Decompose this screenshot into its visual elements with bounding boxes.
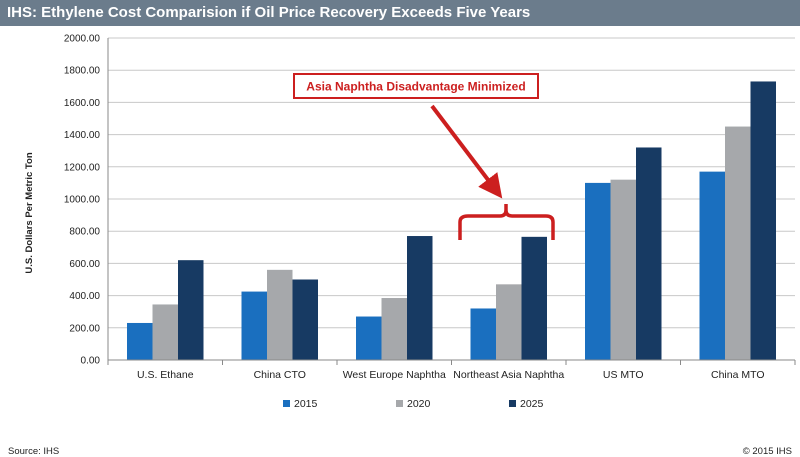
- y-tick-label: 1400.00: [64, 130, 101, 141]
- bar-2015: [127, 322, 153, 360]
- chart-area: 0.00 200.00 400.00 600.00 800.00 1000.00 1200.…: [0, 26, 800, 457]
- x-tick-label: Northeast Asia Naphtha: [453, 369, 564, 381]
- bar-2020: [496, 284, 522, 360]
- bar-2015: [470, 308, 496, 360]
- legend-label-2020: 2020: [407, 398, 431, 410]
- bar-2015: [585, 182, 611, 360]
- y-axis-label: U.S. Dollars Per Metric Ton: [24, 152, 35, 273]
- copyright-note: © 2015 IHS: [742, 446, 792, 457]
- x-tick-label: West Europe Naphtha: [343, 369, 446, 381]
- y-tick-label: 1800.00: [64, 66, 101, 77]
- x-tick-label: U.S. Ethane: [137, 369, 194, 381]
- annotation-arrow: [430, 104, 503, 199]
- axes: 0.00 200.00 400.00 600.00 800.00 1000.00 1200.…: [64, 34, 796, 381]
- y-tick-label: 1200.00: [64, 162, 101, 173]
- y-tick-label: 2000.00: [64, 34, 101, 45]
- chart-title: IHS: Ethylene Cost Comparision if Oil Pr…: [0, 0, 800, 26]
- source-note: Source: IHS: [8, 446, 60, 457]
- bar-2025: [521, 236, 547, 360]
- bar-2025: [407, 236, 433, 360]
- annotation-text: Asia Naphtha Disadvantage Minimized: [306, 80, 525, 94]
- grid-lines: [108, 37, 795, 329]
- bar-2025: [292, 279, 318, 360]
- x-tick-label: China CTO: [254, 369, 306, 381]
- y-tick-label: 0.00: [81, 356, 101, 367]
- legend-label-2025: 2025: [520, 398, 544, 410]
- y-tick-label: 600.00: [69, 259, 100, 270]
- annotation-box: [293, 73, 539, 99]
- y-tick-label: 400.00: [69, 291, 100, 302]
- bar-2025: [750, 81, 776, 360]
- bar-2020: [725, 126, 751, 360]
- y-tick-label: 800.00: [69, 227, 100, 238]
- bar-2025: [636, 147, 662, 360]
- legend-swatch-2025: [509, 400, 516, 407]
- bar-2015: [241, 291, 267, 360]
- bar-2020: [381, 298, 407, 360]
- legend-label-2015: 2015: [294, 398, 318, 410]
- bar-2025: [178, 260, 204, 360]
- bar-2020: [152, 304, 178, 360]
- legend-swatch-2020: [396, 400, 403, 407]
- legend: 2015 2020 2025: [283, 398, 544, 410]
- y-tick-label: 200.00: [69, 323, 100, 334]
- annotation-callout: Asia Naphtha Disadvantage Minimized: [293, 73, 555, 240]
- bar-2015: [699, 171, 725, 360]
- bar-2020: [610, 179, 636, 360]
- y-tick-label: 1000.00: [64, 195, 101, 206]
- y-tick-label: 1600.00: [64, 98, 101, 109]
- annotation-brace: [458, 204, 555, 240]
- bar-2015: [356, 316, 382, 360]
- x-tick-label: US MTO: [603, 369, 644, 381]
- bars: [127, 81, 776, 360]
- bar-2020: [267, 269, 293, 360]
- x-tick-label: China MTO: [711, 369, 765, 381]
- legend-swatch-2015: [283, 400, 290, 407]
- bar-chart: 0.00 200.00 400.00 600.00 800.00 1000.00 1200.…: [24, 34, 796, 410]
